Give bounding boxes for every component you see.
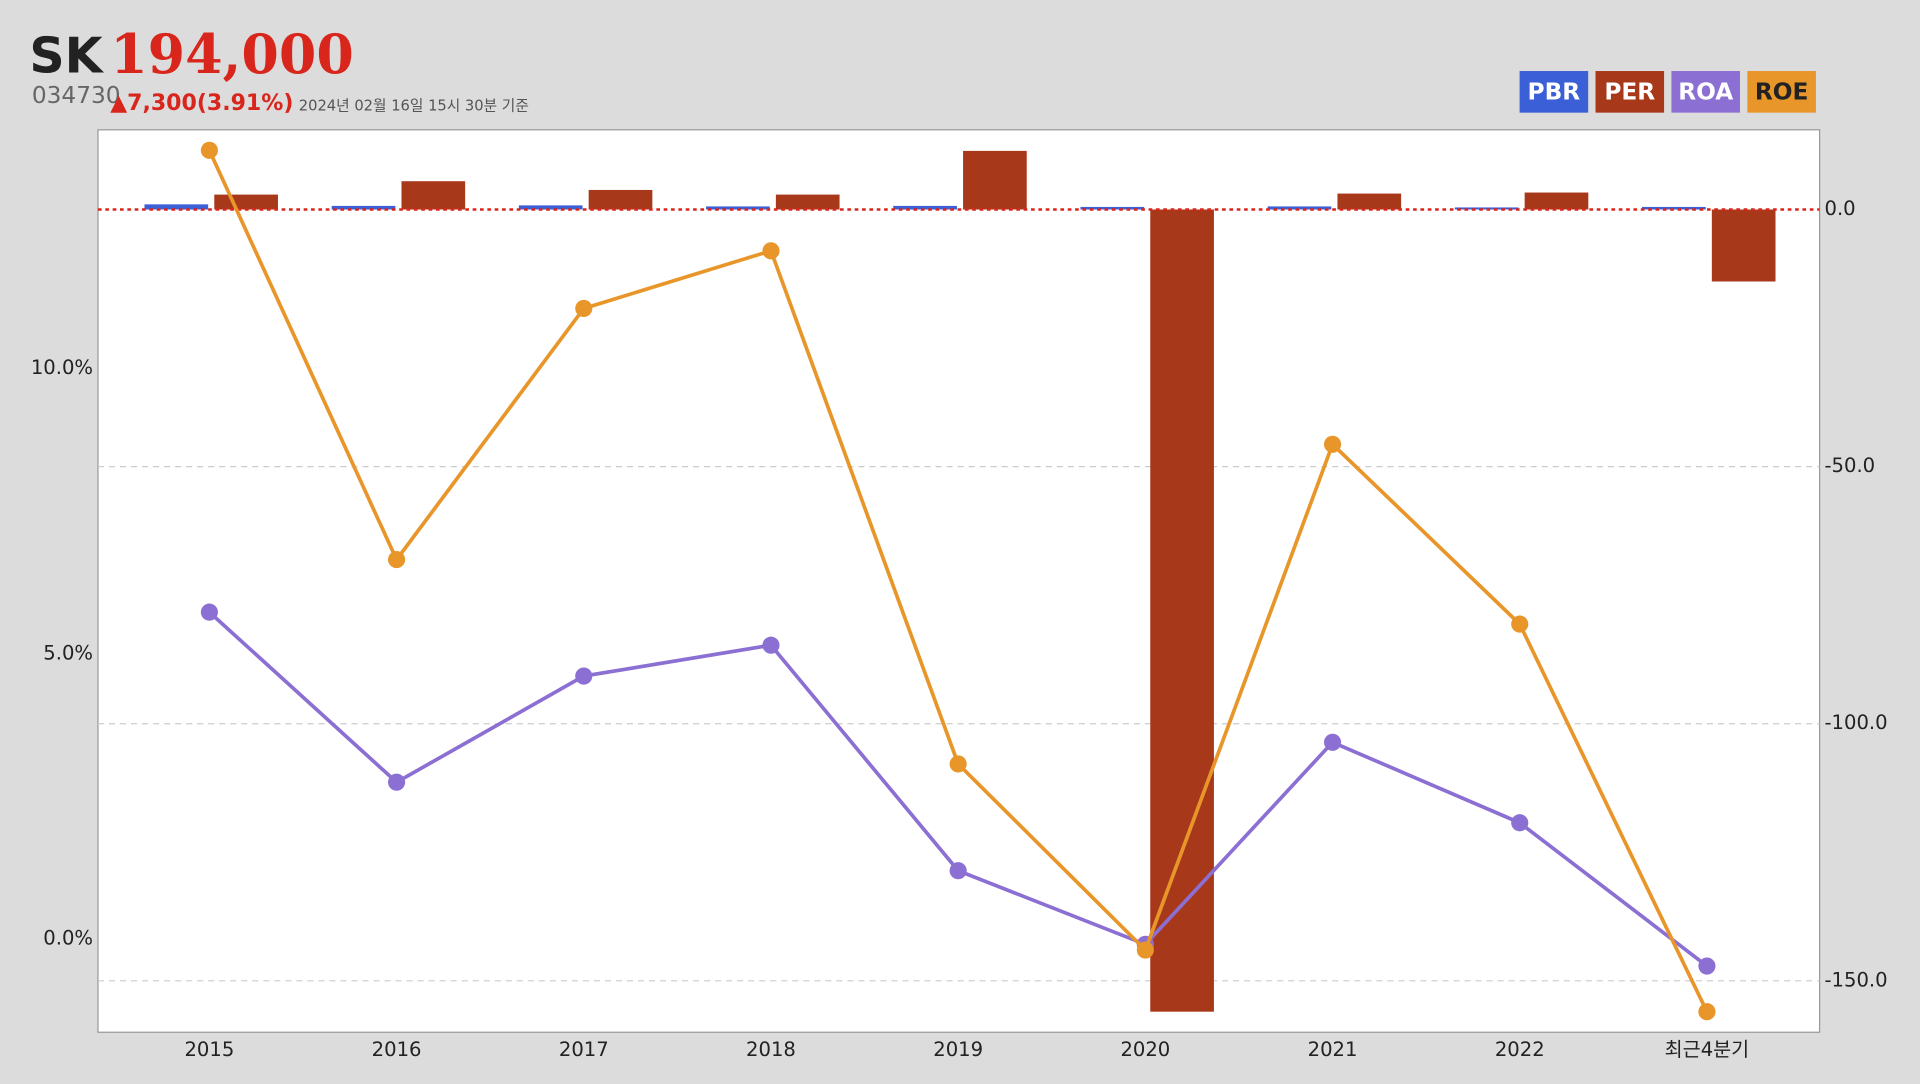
point bbox=[762, 242, 780, 260]
bar bbox=[331, 205, 396, 210]
point bbox=[762, 636, 780, 654]
point bbox=[1511, 814, 1529, 832]
price-change: ▲7,300(3.91%) bbox=[110, 91, 293, 116]
x-tick-label: 2021 bbox=[1308, 1038, 1358, 1061]
point bbox=[949, 755, 967, 773]
point bbox=[200, 141, 218, 159]
point bbox=[949, 862, 967, 880]
point bbox=[388, 551, 406, 569]
y2-tick-label: 0.0 bbox=[1824, 197, 1855, 220]
legend-button[interactable] bbox=[1747, 71, 1816, 113]
legend-label[interactable]: ROA bbox=[1678, 79, 1733, 106]
x-tick-label: 2020 bbox=[1120, 1038, 1170, 1061]
legend-label[interactable]: ROE bbox=[1755, 79, 1809, 106]
bar bbox=[963, 150, 1027, 210]
y2-tick-label: -150.0 bbox=[1824, 968, 1887, 991]
bar bbox=[518, 205, 583, 210]
x-tick-label: 2015 bbox=[184, 1038, 234, 1061]
bar bbox=[1642, 206, 1706, 210]
stock-code: 034730 bbox=[32, 82, 121, 109]
point bbox=[1511, 615, 1529, 633]
legend-label[interactable]: PER bbox=[1604, 79, 1655, 106]
x-tick-label: 2016 bbox=[372, 1038, 422, 1061]
timestamp: 2024년 02월 16일 15시 30분 기준 bbox=[299, 98, 529, 115]
legend-label[interactable]: PBR bbox=[1528, 79, 1581, 106]
bar bbox=[1150, 209, 1214, 1012]
bar bbox=[706, 206, 770, 210]
y-tick-label: 10.0% bbox=[31, 356, 93, 379]
y2-tick-label: -100.0 bbox=[1824, 711, 1887, 734]
bar bbox=[1080, 206, 1145, 210]
bar bbox=[214, 194, 278, 210]
point bbox=[1698, 1003, 1716, 1021]
bar bbox=[1267, 206, 1332, 210]
y-tick-label: 5.0% bbox=[43, 641, 93, 664]
point bbox=[1323, 733, 1342, 751]
plot-area bbox=[97, 129, 1821, 1033]
point bbox=[388, 773, 406, 791]
x-tick-label: 2019 bbox=[933, 1038, 983, 1061]
legend-button[interactable] bbox=[1519, 71, 1589, 113]
stock-price: 194,000 bbox=[110, 22, 354, 86]
y-tick-label: 0.0% bbox=[43, 927, 93, 950]
point bbox=[1136, 941, 1154, 959]
bar bbox=[1524, 192, 1589, 210]
point bbox=[1323, 435, 1342, 453]
x-tick-label: 2017 bbox=[559, 1038, 609, 1061]
y2-tick-label: -50.0 bbox=[1824, 454, 1875, 477]
legend-button[interactable] bbox=[1595, 71, 1665, 113]
bar bbox=[1711, 209, 1776, 282]
bar bbox=[588, 189, 653, 210]
bar bbox=[144, 204, 209, 210]
point bbox=[200, 603, 218, 621]
bar bbox=[893, 205, 957, 210]
point bbox=[1698, 957, 1716, 975]
x-tick-label: 2022 bbox=[1495, 1038, 1545, 1061]
point bbox=[575, 299, 593, 318]
x-tick-label: 최근4분기 bbox=[1665, 1038, 1750, 1061]
legend-button[interactable] bbox=[1671, 71, 1740, 113]
bar bbox=[401, 181, 466, 210]
x-tick-label: 2018 bbox=[746, 1038, 796, 1061]
stock-name: SK bbox=[29, 27, 104, 84]
bar bbox=[775, 194, 840, 210]
point bbox=[575, 667, 593, 685]
bar bbox=[1337, 193, 1402, 210]
